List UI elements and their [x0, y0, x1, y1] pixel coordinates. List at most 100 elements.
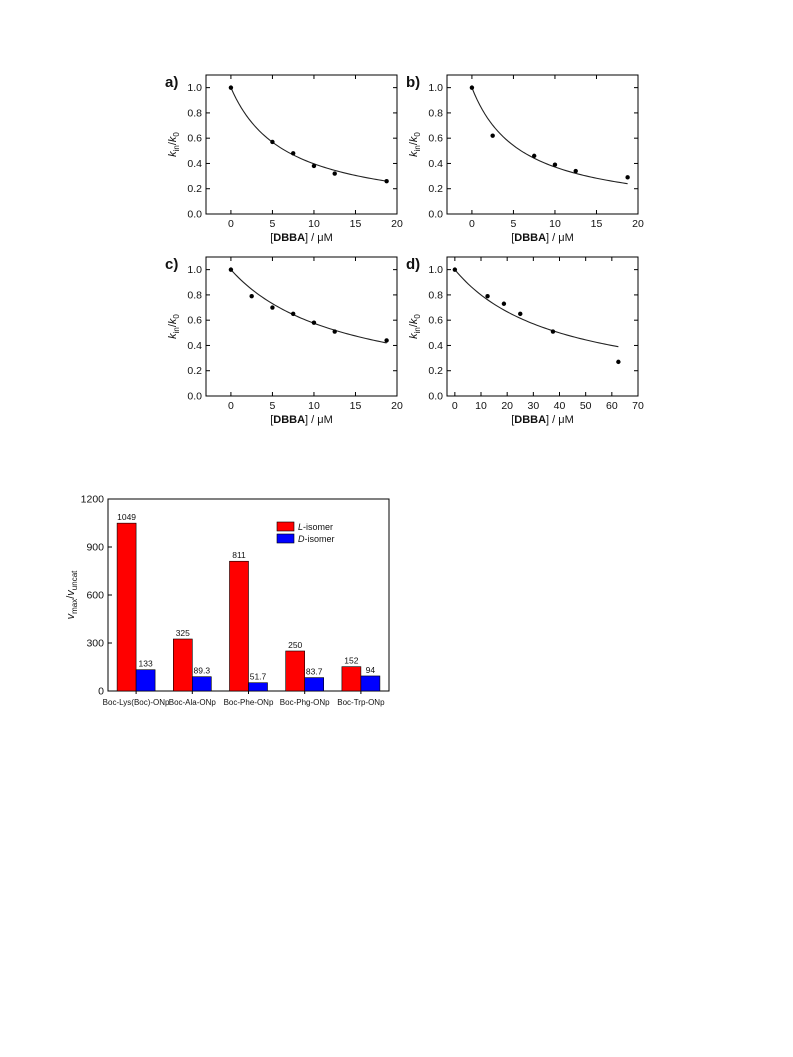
- y-tick-label: 0.0: [187, 391, 202, 403]
- x-axis-label: [DBBA] / μM: [270, 232, 333, 244]
- x-tick-label: 15: [350, 218, 362, 230]
- y-tick-label: 0.8: [428, 107, 443, 119]
- x-tick-label: 0: [228, 400, 234, 412]
- y-tick-label: 0.6: [428, 315, 443, 327]
- x-tick-label: 15: [591, 218, 603, 230]
- plot-frame: [446, 256, 639, 397]
- data-point: [290, 151, 296, 156]
- bar-value-label: 83.7: [306, 667, 323, 677]
- x-tick-label: 15: [350, 400, 362, 412]
- chart-panel-3: 0.0 0.2 0.4 0.6 0.8 1.0 0 5 10 15 20 [DBBA] / μM kin…: [165, 256, 403, 426]
- bar-value-label: 1049: [117, 512, 136, 522]
- data-point: [531, 153, 537, 159]
- x-tick-label: 0: [469, 218, 475, 230]
- legend-swatch: [276, 533, 295, 544]
- bar-chart: 0 300 600 900 1200 vmax/vuncat Boc-Lys(Boc)-ON…: [65, 494, 390, 707]
- x-tick-label: 20: [391, 218, 403, 230]
- x-tick-label: 10: [475, 400, 487, 412]
- y-tick-label: 1200: [81, 494, 105, 506]
- bar-l-isomer: [116, 522, 137, 692]
- data-point: [490, 133, 495, 138]
- x-axis-label: [DBBA] / μM: [511, 232, 574, 244]
- y-axis-label: kin/k0: [167, 314, 181, 339]
- y-tick-label: 0.4: [428, 340, 443, 352]
- y-tick-label: 900: [86, 542, 104, 554]
- x-tick-label: 20: [391, 400, 403, 412]
- data-point: [485, 293, 490, 299]
- bar-value-label: 94: [366, 665, 376, 675]
- y-tick-label: 0.6: [187, 133, 202, 145]
- data-point: [501, 301, 507, 306]
- fit-curve: [471, 87, 628, 185]
- y-tick-label: 0.0: [428, 209, 443, 221]
- bar-d-isomer: [248, 682, 268, 692]
- y-tick-label: 0.0: [187, 209, 202, 221]
- x-tick-label: 30: [527, 400, 539, 412]
- x-axis-label: [DBBA] / μM: [511, 414, 574, 426]
- data-point: [573, 168, 578, 174]
- data-point: [550, 329, 556, 334]
- data-point: [625, 175, 630, 180]
- data-point: [384, 338, 389, 343]
- plot-frame: [205, 74, 398, 215]
- bar-value-label: 133: [139, 659, 153, 669]
- y-axis-label: kin/k0: [408, 314, 422, 339]
- data-point: [332, 329, 337, 334]
- y-tick-label: 0: [98, 686, 104, 698]
- data-point: [452, 267, 458, 272]
- bar-value-label: 152: [344, 656, 358, 666]
- data-point: [469, 85, 475, 90]
- panel-label: c): [165, 256, 178, 273]
- y-tick-label: 0.4: [187, 158, 202, 170]
- bar-l-isomer: [285, 650, 306, 692]
- data-point: [518, 311, 523, 317]
- bar-value-label: 89.3: [194, 666, 211, 676]
- chart-panel-2: 0.0 0.2 0.4 0.6 0.8 1.0 0 5 10 15 20 [DBBA] / μM kin…: [406, 74, 644, 244]
- x-tick-label: 60: [606, 400, 618, 412]
- bar-value-label: 250: [288, 640, 302, 650]
- x-tick-label: 10: [308, 218, 320, 230]
- y-tick-label: 0.8: [187, 289, 202, 301]
- fit-curve: [230, 87, 387, 182]
- y-tick-label: 1.0: [187, 264, 202, 276]
- bar-value-label: 325: [176, 628, 190, 638]
- y-tick-label: 300: [86, 638, 104, 650]
- x-tick-label: 0: [228, 218, 234, 230]
- y-axis-label: vmax/vuncat: [65, 570, 79, 620]
- x-tick-label: 5: [270, 218, 276, 230]
- y-axis-label: kin/k0: [408, 132, 422, 157]
- data-point: [290, 311, 296, 317]
- x-tick-label: 5: [270, 400, 276, 412]
- y-tick-label: 600: [86, 590, 104, 602]
- y-axis-label: kin/k0: [167, 132, 181, 157]
- x-tick-label: 5: [511, 218, 517, 230]
- x-tick-label: 20: [501, 400, 513, 412]
- data-point: [270, 139, 275, 145]
- chart-panel-1: 0.0 0.2 0.4 0.6 0.8 1.0 0 5 10 15 20 [DBBA] / μM kin…: [165, 74, 403, 244]
- y-tick-label: 0.2: [187, 365, 202, 377]
- fit-curve: [454, 269, 619, 348]
- y-tick-label: 0.4: [428, 158, 443, 170]
- x-tick-label: 0: [452, 400, 458, 412]
- y-tick-label: 0.6: [187, 315, 202, 327]
- y-tick-label: 0.2: [428, 365, 443, 377]
- bar-value-label: 51.7: [250, 672, 267, 682]
- y-tick-label: 0.2: [428, 183, 443, 195]
- category-label: Boc-Phg-ONp: [280, 698, 330, 707]
- x-tick-label: 20: [632, 218, 644, 230]
- data-point: [311, 163, 317, 169]
- legend-label: D-isomer: [298, 534, 335, 544]
- x-tick-label: 10: [308, 400, 320, 412]
- data-point: [228, 267, 234, 272]
- legend-label: L-isomer: [298, 522, 333, 532]
- panel-label: d): [406, 256, 420, 273]
- x-tick-label: 10: [549, 218, 561, 230]
- bar-value-label: 811: [232, 550, 246, 560]
- plot-frame: [205, 256, 398, 397]
- y-tick-label: 0.8: [187, 107, 202, 119]
- bar-d-isomer: [135, 669, 156, 692]
- bar-l-isomer: [229, 560, 249, 692]
- data-point: [311, 320, 317, 325]
- data-point: [332, 171, 337, 176]
- y-tick-label: 1.0: [428, 264, 443, 276]
